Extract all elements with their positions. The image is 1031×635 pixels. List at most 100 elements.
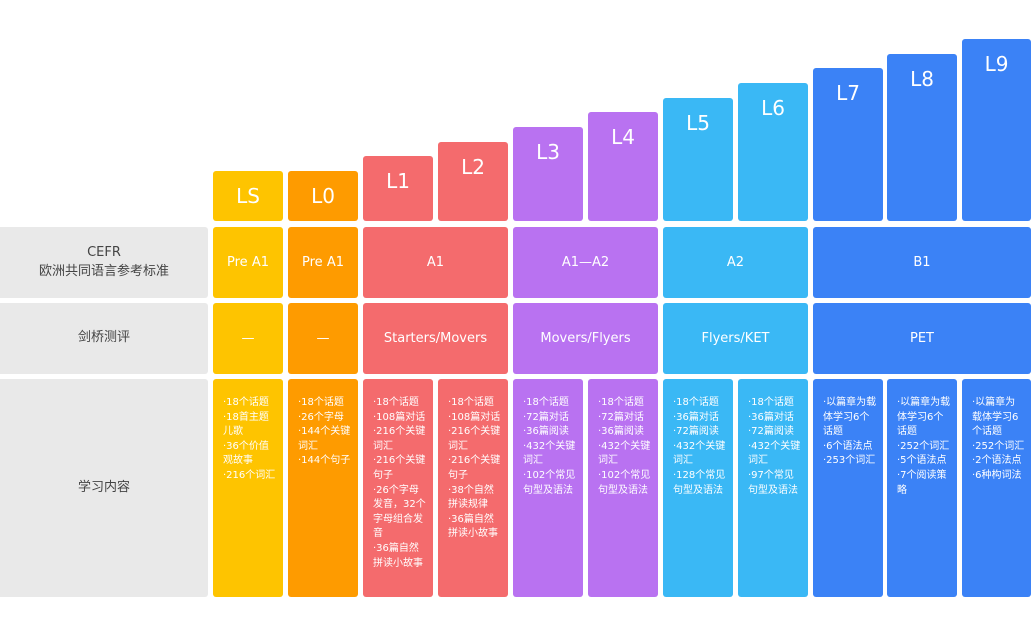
content-cell-l5: ·18个话题 ·36篇对话 ·72篇阅读 ·432个关键词汇 ·128个常见句型及语法: [663, 379, 733, 597]
content-item: ·72篇对话: [523, 411, 569, 423]
cambridge-cell-4: Flyers/KET: [663, 303, 808, 374]
content-item: ·18个话题: [673, 397, 719, 408]
content-item: ·432个关键词汇: [598, 440, 651, 467]
content-cell-ls: ·18个话题 ·18首主题儿歌 ·36个价值观故事 ·216个词汇: [213, 379, 283, 597]
content-item: ·102个常见句型及语法: [523, 469, 576, 496]
content-item: ·252个词汇: [972, 440, 1025, 452]
cambridge-cell-5: PET: [813, 303, 1031, 374]
content-item: ·102个常见句型及语法: [598, 469, 651, 496]
content-cell-l0: ·18个话题 ·26个字母 ·144个关键词汇 ·144个句子: [288, 379, 358, 597]
level-header-l4: L4: [588, 112, 658, 221]
content-item: ·108篇对话: [448, 411, 501, 423]
content-item: ·2个语法点: [972, 455, 1022, 467]
level-header-l6: L6: [738, 83, 808, 221]
cefr-cell-0: Pre A1: [213, 227, 283, 298]
content-item: ·36个价值观故事: [223, 440, 269, 467]
content-item: ·216个关键词汇: [448, 426, 501, 452]
content-item: ·18首主题儿歌: [223, 411, 269, 438]
row-label-cefr: CEFR 欧洲共同语言参考标准: [0, 227, 208, 298]
cambridge-cell-2: Starters/Movers: [363, 303, 508, 374]
cefr-cell-2: A1: [363, 227, 508, 298]
content-item: ·432个关键词汇: [523, 440, 576, 467]
content-item: ·36篇阅读: [598, 426, 644, 438]
content-item: ·18个话题: [598, 397, 644, 408]
cefr-cell-1: Pre A1: [288, 227, 358, 298]
cefr-cell-label: B1: [913, 255, 931, 270]
content-item: ·5个语法点: [897, 455, 947, 467]
content-item: ·26个字母发音，32个字母组合发音: [373, 484, 426, 540]
cefr-cell-5: B1: [813, 227, 1031, 298]
level-header-ls: LS: [213, 171, 283, 221]
row-label-cambridge-text: 剑桥测评: [77, 330, 130, 346]
cefr-cell-label: A1: [426, 255, 445, 270]
content-item: ·108篇对话: [373, 411, 426, 423]
row-label-cambridge: 剑桥测评: [0, 303, 208, 374]
row-label-cefr-line2: 欧洲共同语言参考标准: [38, 263, 169, 279]
row-label-cefr-line1: CEFR: [87, 244, 121, 260]
content-item: ·216个词汇: [223, 469, 276, 481]
content-item: ·6种构词法: [972, 469, 1022, 481]
content-cell-l7: ·以篇章为载体学习6个话题 ·6个语法点 ·253个词汇: [813, 379, 883, 597]
row-label-content: 学习内容: [0, 379, 208, 597]
content-item: ·97个常见句型及语法: [748, 469, 798, 496]
content-item: ·72篇阅读: [748, 426, 794, 438]
content-item: ·432个关键词汇: [748, 440, 801, 467]
content-item: ·144个关键词汇: [298, 426, 351, 452]
level-header-l2: L2: [438, 142, 508, 221]
content-item: ·36篇阅读: [523, 426, 569, 438]
cefr-cell-3: A1—A2: [513, 227, 658, 298]
content-item: ·以篇章为载体学习6个话题: [823, 397, 877, 438]
cambridge-cell-3: Movers/Flyers: [513, 303, 658, 374]
cambridge-cell-label: Movers/Flyers: [540, 331, 631, 346]
cefr-cell-label: Pre A1: [227, 255, 269, 270]
content-cell-l1: ·18个话题 ·108篇对话 ·216个关键词汇 ·216个关键句子 ·26个字母发音，…: [363, 379, 433, 597]
content-item: ·72篇对话: [598, 411, 644, 423]
content-item: ·18个话题: [223, 397, 269, 408]
content-item: ·72篇阅读: [673, 426, 719, 438]
content-item: ·432个关键词汇: [673, 440, 726, 467]
content-item: ·36篇自然拼读小故事: [373, 542, 423, 569]
content-item: ·18个话题: [523, 397, 569, 408]
content-item: ·26个字母: [298, 411, 344, 423]
content-item: ·18个话题: [373, 397, 419, 408]
content-cell-l9: ·以篇章为载体学习6个话题 ·252个词汇 ·2个语法点 ·6种构词法: [962, 379, 1031, 597]
row-label-content-text: 学习内容: [77, 479, 130, 495]
content-item: ·216个关键句子: [373, 455, 426, 481]
content-item: ·36篇对话: [748, 411, 794, 423]
cambridge-cell-label: Flyers/KET: [701, 331, 770, 346]
cambridge-cell-label: Starters/Movers: [383, 331, 488, 346]
level-header-l3: L3: [513, 127, 583, 221]
content-item: ·216个关键词汇: [373, 426, 426, 452]
level-header-l9: L9: [962, 39, 1031, 221]
content-item: ·128个常见句型及语法: [673, 469, 726, 496]
content-item: ·252个词汇: [897, 440, 950, 452]
cambridge-cell-label: PET: [910, 331, 934, 346]
content-item: ·以篇章为载体学习6个话题: [897, 397, 951, 438]
content-item: ·36篇对话: [673, 411, 719, 423]
cambridge-cell-1: —: [288, 303, 358, 374]
content-item: ·6个语法点: [823, 440, 873, 452]
cambridge-cell-label: —: [241, 331, 255, 346]
cefr-cell-4: A2: [663, 227, 808, 298]
cambridge-cell-label: —: [316, 331, 330, 346]
content-cell-l3: ·18个话题 ·72篇对话 ·36篇阅读 ·432个关键词汇 ·102个常见句型及语法: [513, 379, 583, 597]
content-item: ·以篇章为载体学习6个话题: [972, 397, 1019, 438]
level-header-l0: L0: [288, 171, 358, 221]
level-header-l1: L1: [363, 156, 433, 221]
content-item: ·144个句子: [298, 455, 351, 467]
level-header-l7: L7: [813, 68, 883, 221]
content-item: ·18个话题: [748, 397, 794, 408]
cefr-cell-label: A2: [726, 255, 745, 270]
content-item: ·38个自然拼读规律: [448, 484, 494, 511]
cefr-cell-label: A1—A2: [561, 255, 610, 270]
level-header-l5: L5: [663, 98, 733, 221]
level-header-l8: L8: [887, 54, 957, 221]
content-item: ·216个关键句子: [448, 455, 501, 481]
content-item: ·36篇自然拼读小故事: [448, 513, 498, 540]
cambridge-cell-0: —: [213, 303, 283, 374]
content-cell-l4: ·18个话题 ·72篇对话 ·36篇阅读 ·432个关键词汇 ·102个常见句型及语法: [588, 379, 658, 597]
content-item: ·253个词汇: [823, 455, 876, 467]
content-item: ·18个话题: [448, 397, 494, 408]
content-cell-l2: ·18个话题 ·108篇对话 ·216个关键词汇 ·216个关键句子 ·38个自然拼读规…: [438, 379, 508, 597]
content-item: ·18个话题: [298, 397, 344, 408]
